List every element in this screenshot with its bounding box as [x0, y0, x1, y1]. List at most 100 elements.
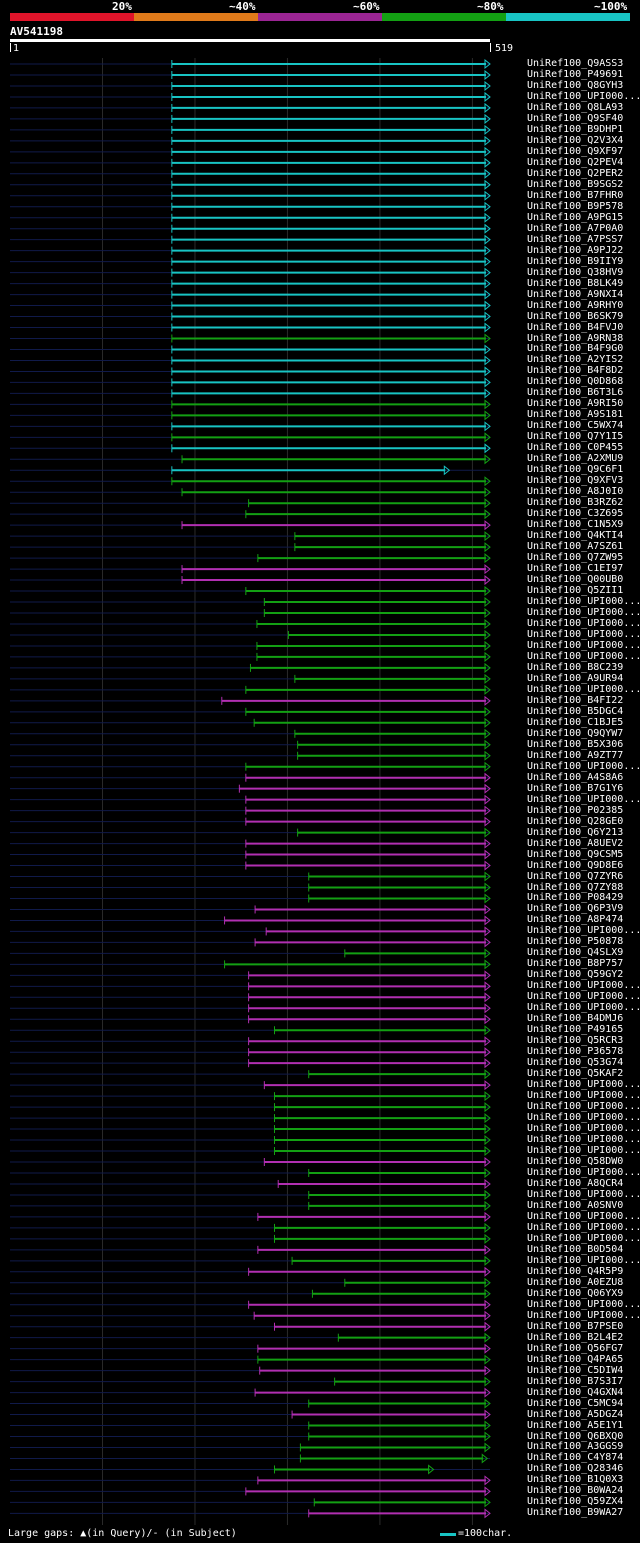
- hit-label[interactable]: UniRef100_Q2PEV4: [527, 156, 624, 168]
- hit-label[interactable]: UniRef100_Q2V3X4: [527, 134, 624, 146]
- hit-label[interactable]: UniRef100_B7PSE0: [527, 1320, 624, 1332]
- hit-label[interactable]: UniRef100_B7S3I7: [527, 1375, 624, 1387]
- hit-label[interactable]: UniRef100_Q7Y1I5: [527, 431, 624, 443]
- hit-label[interactable]: UniRef100_Q6P3V9: [527, 903, 624, 915]
- hit-label[interactable]: UniRef100_Q7ZW95: [527, 552, 624, 564]
- hit-label[interactable]: UniRef100_B4FI22: [527, 694, 624, 706]
- hit-label[interactable]: UniRef100_UPI000...: [527, 607, 640, 618]
- hit-label[interactable]: UniRef100_A7SZ61: [527, 541, 624, 553]
- hit-label[interactable]: UniRef100_Q4SLX9: [527, 947, 624, 959]
- hit-label[interactable]: UniRef100_Q4KTI4: [527, 530, 624, 542]
- hit-label[interactable]: UniRef100_UPI000...: [527, 1221, 640, 1233]
- hit-label[interactable]: UniRef100_A9NXI4: [527, 288, 624, 300]
- hit-label[interactable]: UniRef100_Q5KAF2: [527, 1068, 624, 1080]
- hit-label[interactable]: UniRef100_Q4PA65: [527, 1353, 624, 1365]
- hit-label[interactable]: UniRef100_Q59GY2: [527, 969, 624, 981]
- hit-label[interactable]: UniRef100_P36578: [527, 1046, 624, 1058]
- hit-label[interactable]: UniRef100_UPI000...: [527, 1309, 640, 1321]
- hit-label[interactable]: UniRef100_P49165: [527, 1024, 624, 1036]
- hit-label[interactable]: UniRef100_A9ZT77: [527, 749, 624, 761]
- hit-label[interactable]: UniRef100_B9IIY9: [527, 255, 624, 267]
- hit-label[interactable]: UniRef100_A3GGS9: [527, 1441, 624, 1453]
- hit-label[interactable]: UniRef100_UPI000...: [527, 628, 640, 640]
- hit-label[interactable]: UniRef100_A9PJ22: [527, 244, 624, 256]
- hit-label[interactable]: UniRef100_C1N5X9: [527, 519, 624, 531]
- hit-label[interactable]: UniRef100_A8P474: [527, 914, 624, 926]
- hit-label[interactable]: UniRef100_UPI000...: [527, 90, 640, 102]
- hit-label[interactable]: UniRef100_P49691: [527, 68, 624, 80]
- hit-label[interactable]: UniRef100_B9WA27: [527, 1507, 624, 1519]
- hit-label[interactable]: UniRef100_UPI000...: [527, 650, 640, 662]
- hit-label[interactable]: UniRef100_P50878: [527, 936, 624, 948]
- hit-label[interactable]: UniRef100_Q6BXQ0: [527, 1430, 624, 1442]
- hit-label[interactable]: UniRef100_Q58DW0: [527, 1156, 624, 1167]
- hit-label[interactable]: UniRef100_B4F9G0: [527, 343, 624, 355]
- hit-label[interactable]: UniRef100_B8C239: [527, 661, 624, 673]
- hit-label[interactable]: UniRef100_Q53G74: [527, 1057, 624, 1069]
- hit-label[interactable]: UniRef100_Q8LA93: [527, 101, 624, 113]
- hit-label[interactable]: UniRef100_UPI000...: [527, 1090, 640, 1102]
- hit-label[interactable]: UniRef100_UPI000...: [527, 980, 640, 992]
- hit-label[interactable]: UniRef100_P08429: [527, 892, 624, 904]
- hit-label[interactable]: UniRef100_C0P455: [527, 442, 624, 454]
- hit-label[interactable]: UniRef100_A0EZU8: [527, 1276, 624, 1288]
- hit-label[interactable]: UniRef100_UPI000...: [527, 1232, 640, 1244]
- hit-label[interactable]: UniRef100_A5DGZ4: [527, 1408, 624, 1420]
- hit-label[interactable]: UniRef100_Q6Y213: [527, 826, 624, 838]
- hit-label[interactable]: UniRef100_A8QCR4: [527, 1177, 624, 1189]
- hit-label[interactable]: UniRef100_C4Y874: [527, 1452, 624, 1464]
- hit-label[interactable]: UniRef100_A2XMU9: [527, 453, 624, 465]
- hit-label[interactable]: UniRef100_A9RI50: [527, 398, 624, 410]
- hit-label[interactable]: UniRef100_B5DGC4: [527, 705, 624, 717]
- hit-label[interactable]: UniRef100_B9P578: [527, 200, 624, 212]
- hit-label[interactable]: UniRef100_A2YIS2: [527, 354, 624, 366]
- hit-label[interactable]: UniRef100_UPI000...: [527, 617, 640, 629]
- hit-label[interactable]: UniRef100_Q9XFV3: [527, 475, 624, 487]
- hit-label[interactable]: UniRef100_UPI000...: [527, 1079, 640, 1091]
- hit-label[interactable]: UniRef100_UPI000...: [527, 1134, 640, 1146]
- hit-label[interactable]: UniRef100_A0SNV0: [527, 1199, 624, 1211]
- hit-label[interactable]: UniRef100_Q9QYW7: [527, 727, 624, 739]
- hit-label[interactable]: UniRef100_Q2PER2: [527, 167, 624, 179]
- hit-label[interactable]: UniRef100_B5X306: [527, 738, 624, 750]
- hit-label[interactable]: UniRef100_Q59ZX4: [527, 1496, 624, 1508]
- hit-label[interactable]: UniRef100_Q00UB0: [527, 574, 624, 586]
- hit-label[interactable]: UniRef100_B2L4E2: [527, 1331, 624, 1343]
- hit-label[interactable]: UniRef100_UPI000...: [527, 925, 640, 937]
- hit-label[interactable]: UniRef100_UPI000...: [527, 1145, 640, 1157]
- hit-label[interactable]: UniRef100_Q7ZYR6: [527, 870, 624, 882]
- hit-label[interactable]: UniRef100_UPI000...: [527, 596, 640, 608]
- hit-label[interactable]: UniRef100_A8UEV2: [527, 837, 624, 849]
- hit-label[interactable]: UniRef100_UPI000...: [527, 793, 640, 805]
- hit-label[interactable]: UniRef100_P02385: [527, 804, 624, 816]
- hit-label[interactable]: UniRef100_A8J0I0: [527, 486, 624, 498]
- hit-label[interactable]: UniRef100_A9PG15: [527, 211, 624, 223]
- hit-label[interactable]: UniRef100_Q0D868: [527, 376, 624, 388]
- hit-label[interactable]: UniRef100_A9S181: [527, 409, 624, 421]
- hit-label[interactable]: UniRef100_B9SGS2: [527, 178, 624, 190]
- hit-label[interactable]: UniRef100_B8LK49: [527, 277, 624, 289]
- hit-label[interactable]: UniRef100_Q56FG7: [527, 1342, 624, 1354]
- hit-label[interactable]: UniRef100_A5E1Y1: [527, 1419, 624, 1431]
- hit-label[interactable]: UniRef100_Q9CSM5: [527, 848, 624, 860]
- hit-label[interactable]: UniRef100_C5WX74: [527, 420, 624, 432]
- hit-label[interactable]: UniRef100_C3Z695: [527, 508, 624, 520]
- hit-label[interactable]: UniRef100_UPI000...: [527, 1002, 640, 1014]
- hit-label[interactable]: UniRef100_A9RHY0: [527, 299, 624, 311]
- hit-label[interactable]: UniRef100_UPI000...: [527, 683, 640, 695]
- hit-label[interactable]: UniRef100_B8P757: [527, 958, 624, 970]
- hit-label[interactable]: UniRef100_UPI000...: [527, 1210, 640, 1222]
- hit-label[interactable]: UniRef100_C1EI97: [527, 563, 624, 575]
- hit-label[interactable]: UniRef100_UPI000...: [527, 991, 640, 1003]
- hit-label[interactable]: UniRef100_B4F8D2: [527, 365, 624, 377]
- hit-label[interactable]: UniRef100_A7PSS7: [527, 233, 624, 245]
- hit-label[interactable]: UniRef100_UPI000...: [527, 1112, 640, 1124]
- hit-label[interactable]: UniRef100_UPI000...: [527, 760, 640, 772]
- hit-label[interactable]: UniRef100_Q9ASS3: [527, 58, 624, 69]
- hit-label[interactable]: UniRef100_Q8GYH3: [527, 79, 624, 91]
- hit-label[interactable]: UniRef100_UPI000...: [527, 639, 640, 651]
- hit-label[interactable]: UniRef100_B4DMJ6: [527, 1013, 624, 1025]
- hit-label[interactable]: UniRef100_Q5RCR3: [527, 1035, 624, 1047]
- hit-label[interactable]: UniRef100_UPI000...: [527, 1298, 640, 1310]
- hit-label[interactable]: UniRef100_Q9SF40: [527, 112, 624, 124]
